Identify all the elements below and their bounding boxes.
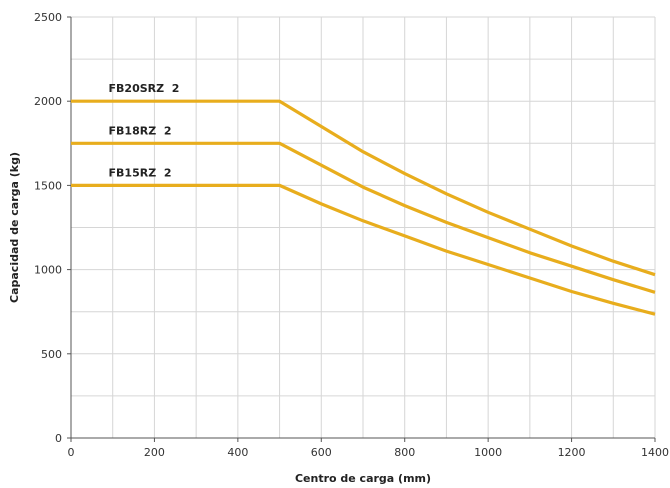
series-line-1 bbox=[71, 99, 656, 277]
x-tick-label: 600 bbox=[311, 446, 332, 459]
x-axis-title: Centro de carga (mm) bbox=[295, 472, 431, 485]
x-tick-label: 1000 bbox=[474, 446, 502, 459]
x-tick-label: 400 bbox=[227, 446, 248, 459]
y-tick-label: 2500 bbox=[34, 11, 62, 24]
grid-layer bbox=[71, 16, 656, 438]
x-tick-label: 0 bbox=[68, 446, 75, 459]
x-tick-label: 800 bbox=[394, 446, 415, 459]
series-line-2 bbox=[71, 141, 656, 294]
y-tick-label: 1000 bbox=[34, 264, 62, 277]
y-axis-title: Capacidad de carga (kg) bbox=[8, 152, 21, 303]
y-tick-label: 0 bbox=[55, 432, 62, 445]
axes-layer bbox=[67, 16, 656, 442]
tick-labels: 0 200 400 600 800 1000 1200 1400 0 500 1000 1500 200… bbox=[34, 11, 669, 459]
series-labels: FB20SRZ 2 FB18RZ 2 FB15RZ 2 bbox=[109, 82, 180, 179]
series-label-3: FB15RZ 2 bbox=[109, 166, 172, 179]
series-line-3 bbox=[71, 183, 656, 316]
y-tick-label: 1500 bbox=[34, 179, 62, 192]
y-tick-label: 500 bbox=[41, 348, 62, 361]
series-label-1: FB20SRZ 2 bbox=[109, 82, 180, 95]
x-tick-label: 1200 bbox=[558, 446, 586, 459]
x-tick-label: 200 bbox=[144, 446, 165, 459]
series-layer bbox=[71, 99, 656, 316]
y-tick-label: 2000 bbox=[34, 95, 62, 108]
x-tick-label: 1400 bbox=[641, 446, 669, 459]
series-label-2: FB18RZ 2 bbox=[109, 124, 172, 137]
